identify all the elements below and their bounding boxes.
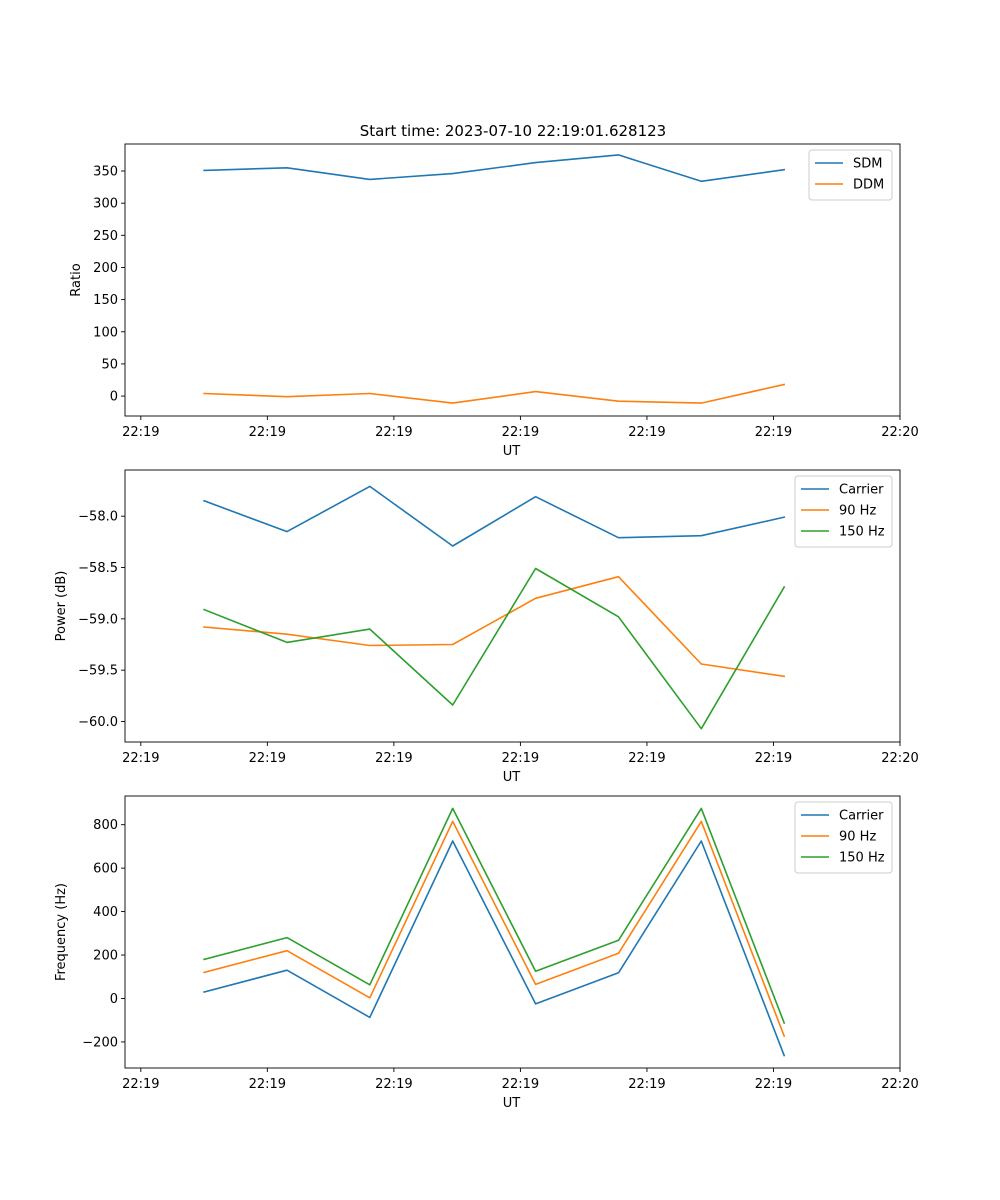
x-tick-label: 22:19: [628, 425, 665, 440]
legend-entry: Carrier: [839, 809, 884, 824]
legend: Carrier 90 Hz 150 Hz: [794, 475, 893, 548]
y-tick-label: 50: [101, 357, 118, 372]
x-tick-label: 22:19: [375, 1077, 412, 1092]
x-tick-label: 22:19: [755, 425, 792, 440]
y-tick-label: −59.0: [78, 612, 118, 627]
y-tick-label: 250: [93, 229, 118, 244]
series-line-90-hz: [203, 575, 786, 678]
x-tick-label: 22:19: [375, 425, 412, 440]
y-tick-label: −58.5: [78, 561, 118, 576]
x-tick-label: 22:19: [502, 751, 539, 766]
x-tick-label: 22:19: [249, 425, 286, 440]
series-line-ddm: [203, 383, 786, 404]
series-line-150-hz: [203, 807, 786, 1025]
x-tick-label: 22:19: [628, 751, 665, 766]
y-tick-label: 0: [110, 992, 118, 1007]
series-line-90-hz: [203, 820, 786, 1038]
legend-entry: 90 Hz: [839, 830, 876, 845]
legend: SDM DDM: [808, 149, 893, 201]
x-axis-label: UT: [503, 770, 521, 785]
y-axis-label: Frequency (Hz): [54, 883, 69, 981]
x-tick-label: 22:19: [122, 425, 159, 440]
y-axis-label: Power (dB): [54, 571, 69, 642]
subplot-2: 22:19 22:19 22:19 22:19 22:19 22:19 22:20 −60.0…: [54, 469, 919, 785]
y-tick-label: 200: [93, 949, 118, 964]
y-tick-label: 200: [93, 261, 118, 276]
x-tick-label: 22:19: [755, 1077, 792, 1092]
y-tick-label: −200: [82, 1035, 118, 1050]
legend-entry: Carrier: [839, 483, 884, 498]
figure-title: Start time: 2023-07-10 22:19:01.628123: [360, 122, 666, 140]
y-axis-label: Ratio: [69, 263, 84, 296]
x-tick-label: 22:20: [881, 425, 918, 440]
y-tick-label: 300: [93, 197, 118, 212]
legend-entry: 90 Hz: [839, 504, 876, 519]
y-tick-label: 0: [110, 390, 118, 405]
legend-entry: SDM: [853, 157, 882, 172]
x-tick-label: 22:19: [502, 1077, 539, 1092]
x-tick-label: 22:20: [881, 751, 918, 766]
subplots: 22:19 22:19 22:19 22:19 22:19 22:19 22:20 0 50 10…: [54, 143, 919, 1111]
x-tick-label: 22:19: [628, 1077, 665, 1092]
x-tick-label: 22:19: [249, 1077, 286, 1092]
axes-frame: [124, 469, 901, 743]
series-line-sdm: [203, 154, 786, 183]
y-tick-label: 800: [93, 818, 118, 833]
subplot-3: 22:19 22:19 22:19 22:19 22:19 22:19 22:20 −200 0…: [54, 795, 919, 1111]
series-line-carrier: [203, 485, 786, 547]
legend-entry: DDM: [853, 178, 884, 193]
subplot-1: 22:19 22:19 22:19 22:19 22:19 22:19 22:20 0 50 10…: [69, 143, 919, 459]
y-tick-label: 150: [93, 293, 118, 308]
series-line-150-hz: [203, 567, 786, 730]
legend-box: [794, 475, 893, 548]
x-tick-label: 22:19: [502, 425, 539, 440]
legend: Carrier 90 Hz 150 Hz: [794, 801, 893, 874]
x-axis-label: UT: [503, 1096, 521, 1111]
y-tick-label: 100: [93, 325, 118, 340]
y-tick-label: −60.0: [78, 715, 118, 730]
x-tick-label: 22:19: [375, 751, 412, 766]
legend-entry: 150 Hz: [839, 525, 885, 540]
y-tick-label: −59.5: [78, 664, 118, 679]
series-line-carrier: [203, 840, 786, 1057]
axes-frame: [124, 143, 901, 417]
y-tick-label: 400: [93, 905, 118, 920]
x-tick-label: 22:19: [122, 1077, 159, 1092]
x-tick-label: 22:19: [755, 751, 792, 766]
y-tick-label: 350: [93, 165, 118, 180]
x-axis-label: UT: [503, 444, 521, 459]
y-tick-label: −58.0: [78, 510, 118, 525]
legend-entry: 150 Hz: [839, 851, 885, 866]
axes-frame: [124, 795, 901, 1069]
x-tick-label: 22:20: [881, 1077, 918, 1092]
x-tick-label: 22:19: [249, 751, 286, 766]
legend-box: [794, 801, 893, 874]
x-tick-label: 22:19: [122, 751, 159, 766]
y-tick-label: 600: [93, 862, 118, 877]
